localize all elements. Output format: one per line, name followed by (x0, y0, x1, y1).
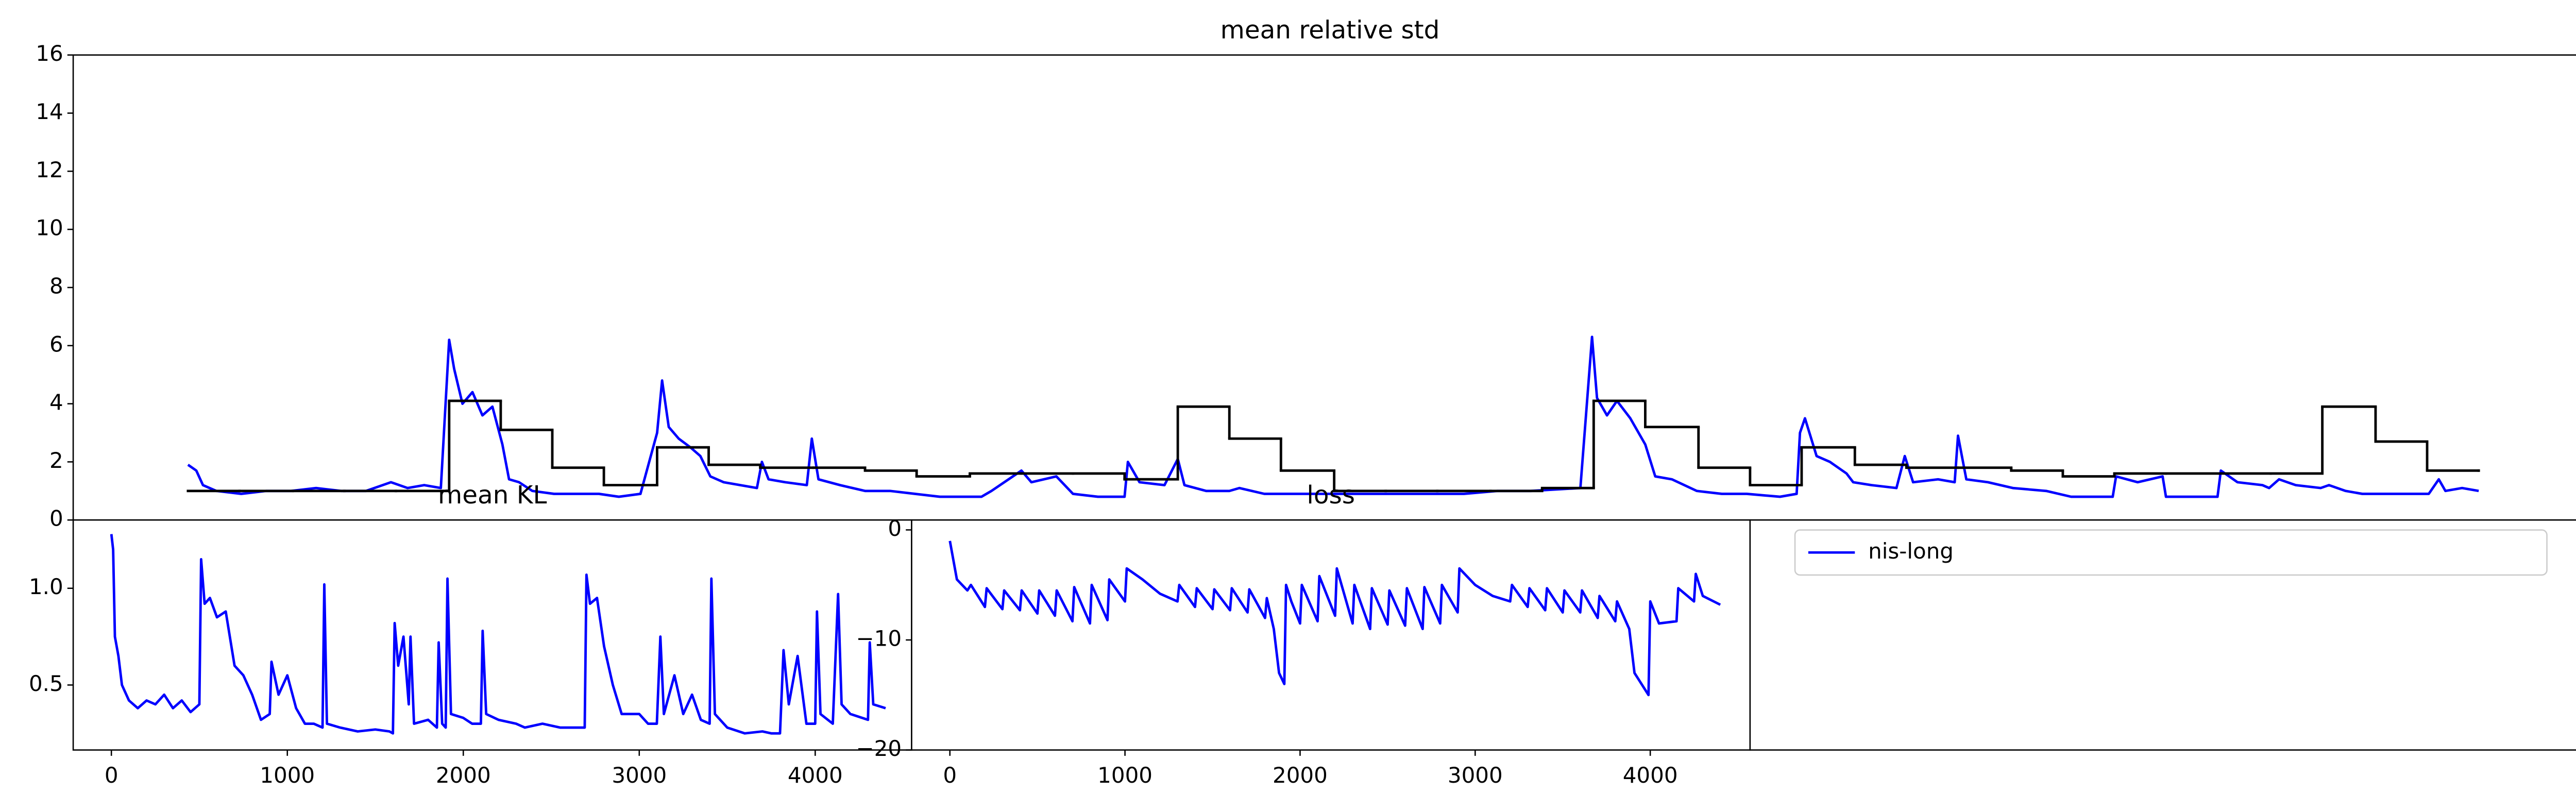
y-tick-label: 6 (49, 331, 63, 357)
axes-background (73, 55, 2576, 520)
data-line (110, 534, 886, 735)
legend-box (1794, 529, 2548, 576)
y-tick-label: 14 (36, 99, 63, 124)
x-tick-label: 2000 (1273, 763, 1328, 788)
y-tick-label: 4 (49, 390, 63, 415)
chart-title: mean KL (438, 481, 547, 510)
x-tick-label: 3000 (1448, 763, 1503, 788)
y-tick-label: 2 (49, 448, 63, 473)
y-tick-label: 10 (36, 215, 63, 241)
y-tick-label: 8 (49, 273, 63, 298)
y-tick-label: 12 (36, 157, 63, 182)
axes-background (911, 520, 1750, 750)
legend-label: nis-long (1868, 538, 1954, 564)
x-tick-label: 0 (943, 763, 957, 788)
x-tick-label: 3000 (612, 763, 667, 788)
x-tick-label: 1000 (260, 763, 315, 788)
x-tick-label: 4000 (788, 763, 843, 788)
y-tick-label: −10 (856, 626, 902, 651)
x-tick-label: 4000 (1623, 763, 1678, 788)
x-tick-label: 0 (105, 763, 118, 788)
y-tick-label: 0 (49, 506, 63, 531)
y-tick-label: 0.5 (29, 671, 63, 696)
axes-background (73, 520, 912, 750)
y-tick-label: 16 (36, 41, 63, 66)
chart-title: loss (1307, 481, 1355, 510)
chart-title: mean relative std (1221, 15, 1440, 44)
y-tick-label: −20 (856, 736, 902, 761)
x-tick-label: 1000 (1097, 763, 1153, 788)
data-line (948, 541, 1721, 697)
x-tick-label: 2000 (436, 763, 491, 788)
y-tick-label: 0 (888, 516, 902, 541)
y-tick-label: 1.0 (29, 574, 63, 599)
data-line (187, 335, 2479, 498)
